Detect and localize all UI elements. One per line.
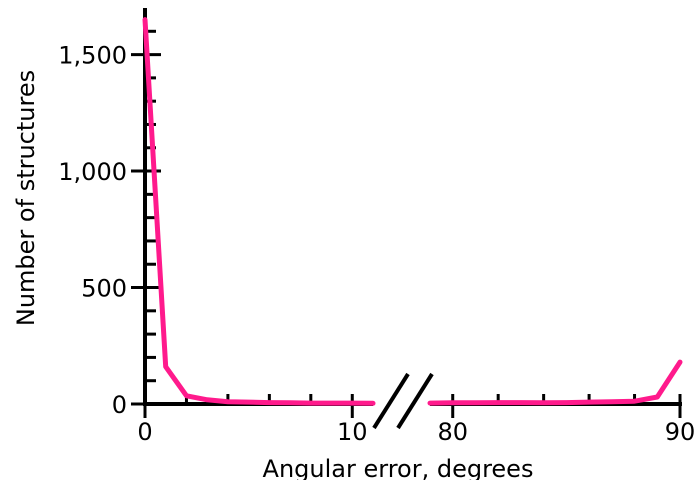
x-tick-label: 80: [437, 418, 468, 446]
y-tick-label: 1,000: [58, 158, 127, 186]
y-tick-label: 1,500: [58, 42, 127, 70]
series-line: [427, 359, 683, 406]
break-slash: [396, 372, 434, 430]
y-tick-label: 0: [112, 391, 127, 419]
series-line: [142, 17, 376, 406]
x-tick-label: 90: [665, 418, 696, 446]
plot-area: [142, 17, 683, 406]
y-tick-label: 500: [81, 275, 127, 303]
axis-break-marks: [372, 372, 434, 430]
x-tick-label: 0: [137, 418, 152, 446]
x-tick-label: 10: [337, 418, 368, 446]
break-slash: [372, 372, 410, 430]
x-axis-title: Angular error, degrees: [263, 455, 534, 480]
y-axis-title: Number of structures: [12, 70, 40, 326]
